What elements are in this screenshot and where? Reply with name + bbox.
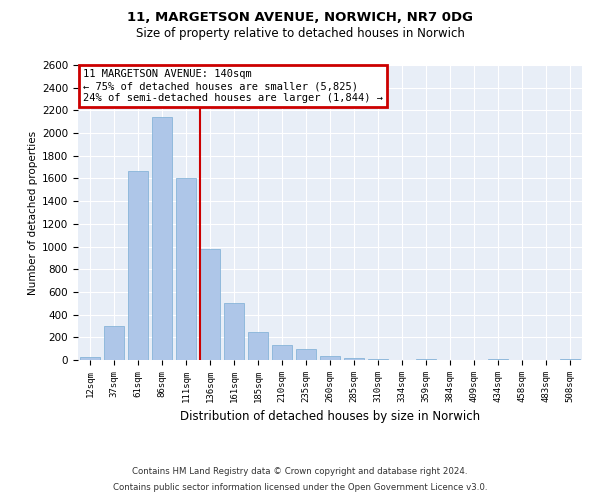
Bar bbox=[176, 178, 196, 360]
Bar bbox=[344, 358, 364, 360]
Bar bbox=[152, 117, 172, 360]
Bar bbox=[296, 349, 316, 360]
Bar bbox=[200, 250, 220, 360]
Bar bbox=[128, 170, 148, 360]
Y-axis label: Number of detached properties: Number of detached properties bbox=[28, 130, 38, 294]
Bar bbox=[224, 304, 244, 360]
Bar bbox=[104, 326, 124, 360]
Text: Contains HM Land Registry data © Crown copyright and database right 2024.: Contains HM Land Registry data © Crown c… bbox=[132, 468, 468, 476]
Text: Size of property relative to detached houses in Norwich: Size of property relative to detached ho… bbox=[136, 28, 464, 40]
Bar bbox=[80, 356, 100, 360]
Bar bbox=[248, 332, 268, 360]
Text: Contains public sector information licensed under the Open Government Licence v3: Contains public sector information licen… bbox=[113, 484, 487, 492]
Bar bbox=[320, 356, 340, 360]
Text: 11 MARGETSON AVENUE: 140sqm
← 75% of detached houses are smaller (5,825)
24% of : 11 MARGETSON AVENUE: 140sqm ← 75% of det… bbox=[83, 70, 383, 102]
Text: 11, MARGETSON AVENUE, NORWICH, NR7 0DG: 11, MARGETSON AVENUE, NORWICH, NR7 0DG bbox=[127, 11, 473, 24]
X-axis label: Distribution of detached houses by size in Norwich: Distribution of detached houses by size … bbox=[180, 410, 480, 424]
Bar bbox=[272, 345, 292, 360]
